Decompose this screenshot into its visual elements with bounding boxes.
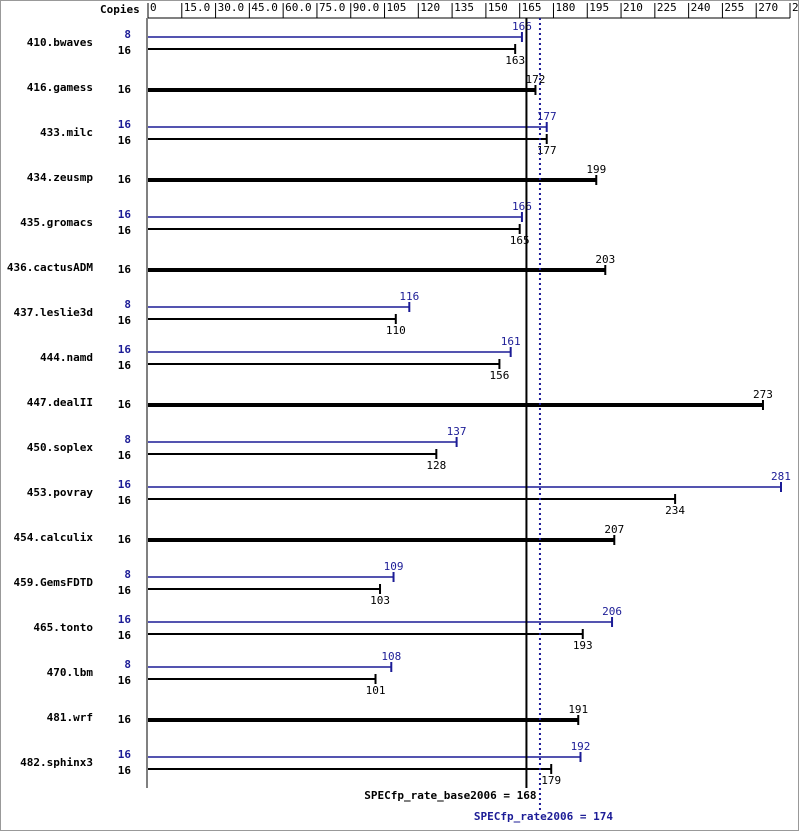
copies-label: 16	[118, 263, 132, 276]
value-label: 177	[537, 110, 557, 123]
x-tick-label: 195	[589, 1, 609, 14]
x-tick-label: 180	[555, 1, 575, 14]
benchmark-label: 436.cactusADM	[7, 261, 93, 274]
x-tick-label: 105	[387, 1, 407, 14]
benchmark-label: 434.zeusmp	[27, 171, 94, 184]
copies-label: 16	[118, 224, 132, 237]
copies-label: 16	[118, 134, 132, 147]
benchmark-label: 459.GemsFDTD	[14, 576, 94, 589]
copies-label: 16	[118, 748, 132, 761]
value-label: 199	[586, 163, 606, 176]
x-tick-label: 30.0	[218, 1, 245, 14]
x-tick-label: 75.0	[319, 1, 346, 14]
copies-label: 16	[118, 398, 132, 411]
value-label: 137	[447, 425, 467, 438]
copies-label: 16	[118, 314, 132, 327]
benchmark-label: 433.milc	[40, 126, 93, 139]
x-tick-label: 45.0	[251, 1, 277, 14]
value-label: 165	[510, 234, 530, 247]
benchmark-label: 450.soplex	[27, 441, 94, 454]
value-label: 172	[526, 73, 546, 86]
x-tick-label: 150	[488, 1, 508, 14]
copies-label: 16	[118, 83, 132, 96]
value-label: 163	[505, 54, 525, 67]
value-label: 156	[489, 369, 509, 382]
copies-label: 8	[124, 28, 131, 41]
axis-label: Copies	[100, 3, 140, 16]
x-tick-label: 120	[420, 1, 440, 14]
value-label: 166	[512, 20, 532, 33]
copies-label: 8	[124, 568, 131, 581]
copies-label: 16	[118, 173, 132, 186]
copies-label: 16	[118, 343, 132, 356]
value-label: 103	[370, 594, 390, 607]
copies-label: 16	[118, 478, 132, 491]
benchmark-label: 410.bwaves	[27, 36, 93, 49]
benchmark-label: 447.dealII	[27, 396, 93, 409]
x-tick-label: 270	[758, 1, 778, 14]
x-tick-label: 225	[657, 1, 677, 14]
value-label: 206	[602, 605, 622, 618]
value-label: 281	[771, 470, 791, 483]
copies-label: 8	[124, 658, 131, 671]
value-label: 110	[386, 324, 406, 337]
benchmark-label: 416.gamess	[27, 81, 93, 94]
benchmark-label: 481.wrf	[47, 711, 93, 724]
value-label: 191	[568, 703, 588, 716]
copies-label: 16	[118, 118, 132, 131]
value-label: 161	[501, 335, 521, 348]
value-label: 128	[426, 459, 446, 472]
benchmark-label: 453.povray	[27, 486, 94, 499]
benchmark-label: 454.calculix	[14, 531, 94, 544]
benchmark-label: 470.lbm	[47, 666, 94, 679]
copies-label: 16	[118, 449, 132, 462]
copies-label: 16	[118, 44, 132, 57]
value-label: 177	[537, 144, 557, 157]
value-label: 192	[571, 740, 591, 753]
copies-label: 16	[118, 533, 132, 546]
copies-label: 8	[124, 298, 131, 311]
value-label: 193	[573, 639, 593, 652]
value-label: 179	[541, 774, 561, 787]
copies-label: 8	[124, 433, 131, 446]
x-tick-label: 240	[691, 1, 711, 14]
copies-label: 16	[118, 584, 132, 597]
x-tick-label: 0	[150, 1, 157, 14]
peak-metric-label: SPECfp_rate2006 = 174	[474, 810, 613, 823]
value-label: 109	[384, 560, 404, 573]
copies-label: 16	[118, 764, 132, 777]
x-tick-label: 135	[454, 1, 474, 14]
benchmark-label: 435.gromacs	[20, 216, 93, 229]
value-label: 207	[604, 523, 624, 536]
value-label: 273	[753, 388, 773, 401]
copies-label: 16	[118, 629, 132, 642]
benchmark-label: 444.namd	[40, 351, 93, 364]
x-tick-label: 255	[724, 1, 744, 14]
x-tick-label: 90.0	[353, 1, 380, 14]
copies-label: 16	[118, 613, 132, 626]
copies-label: 16	[118, 674, 132, 687]
value-label: 108	[381, 650, 401, 663]
x-tick-label: 285	[792, 1, 799, 14]
copies-label: 16	[118, 494, 132, 507]
value-label: 203	[595, 253, 615, 266]
x-tick-label: 210	[623, 1, 643, 14]
value-label: 234	[665, 504, 685, 517]
benchmark-label: 465.tonto	[33, 621, 93, 634]
value-label: 166	[512, 200, 532, 213]
base-metric-label: SPECfp_rate_base2006 = 168	[364, 789, 536, 802]
value-label: 116	[399, 290, 419, 303]
copies-label: 16	[118, 208, 132, 221]
copies-label: 16	[118, 713, 132, 726]
x-tick-label: 165	[522, 1, 542, 14]
x-tick-label: 15.0	[184, 1, 211, 14]
copies-label: 16	[118, 359, 132, 372]
x-tick-label: 60.0	[285, 1, 312, 14]
benchmark-label: 437.leslie3d	[14, 306, 93, 319]
value-label: 101	[366, 684, 386, 697]
benchmark-label: 482.sphinx3	[20, 756, 93, 769]
